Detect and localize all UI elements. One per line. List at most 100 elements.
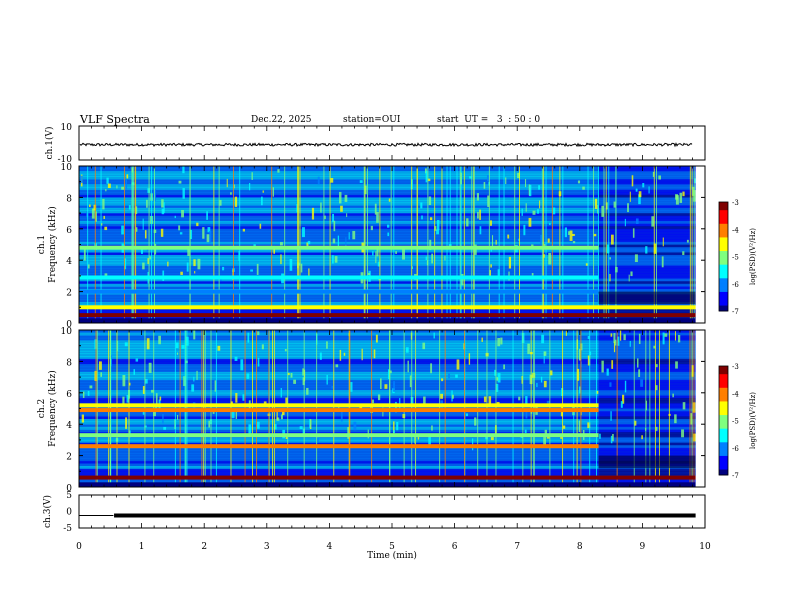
spectrogram-speckle bbox=[565, 330, 567, 336]
colorbar-step bbox=[719, 212, 728, 217]
spectrogram-cell bbox=[79, 176, 599, 180]
spectrogram-speckle bbox=[307, 240, 311, 245]
spectrogram-speckle bbox=[572, 241, 576, 244]
spectrogram-speckle bbox=[179, 232, 183, 235]
colorbar-step bbox=[719, 393, 728, 397]
spectrogram-speckle bbox=[350, 381, 353, 392]
spectrogram-cell bbox=[598, 200, 705, 204]
spectrogram-speckle bbox=[230, 401, 233, 404]
spectrogram-speckle bbox=[479, 226, 482, 235]
spectrogram-speckle bbox=[674, 331, 676, 341]
spectrogram-cell bbox=[79, 387, 599, 391]
spectrogram-cell bbox=[79, 395, 599, 399]
spectrogram-speckle bbox=[125, 179, 128, 190]
time-tick-label: 0 bbox=[76, 542, 82, 552]
spectrogram-speckle bbox=[273, 245, 275, 254]
colorbar-tick-label: -7 bbox=[732, 472, 739, 480]
spectrogram-speckle bbox=[293, 379, 297, 384]
spectrogram-speckle bbox=[280, 414, 283, 420]
spectrogram-speckle bbox=[623, 334, 626, 341]
spectrogram-cell bbox=[79, 366, 599, 370]
colorbar-step bbox=[719, 210, 728, 214]
spectrogram-empty-margin bbox=[695, 166, 705, 323]
spectrogram-speckle bbox=[262, 190, 264, 193]
spectrogram-speckle bbox=[257, 357, 260, 367]
spectrogram-speckle bbox=[140, 248, 143, 254]
spectrogram-cell bbox=[79, 371, 599, 375]
spectrogram-speckle bbox=[653, 345, 656, 349]
spectrogram-cell bbox=[598, 366, 705, 370]
spectrogram-cell bbox=[79, 231, 599, 235]
spectrogram-speckle bbox=[642, 183, 645, 188]
spectrogram-speckle bbox=[541, 334, 545, 344]
colorbar-step bbox=[719, 428, 728, 432]
spectrogram-cell bbox=[598, 479, 705, 483]
colorbar-step bbox=[719, 412, 728, 416]
spectrogram-speckle bbox=[610, 435, 613, 444]
spectrogram-speckle bbox=[431, 253, 434, 264]
spectrogram-speckle bbox=[107, 183, 111, 189]
spectrogram-cell bbox=[79, 299, 599, 303]
spectrogram-cell bbox=[79, 220, 599, 225]
spectrogram-cell bbox=[598, 332, 705, 336]
station-label: station=OUI bbox=[343, 115, 401, 125]
spectrogram-speckle bbox=[89, 385, 93, 389]
spectrogram-speckle bbox=[197, 258, 201, 270]
spectrogram-cell bbox=[79, 168, 599, 172]
spectrogram-speckle bbox=[281, 410, 285, 416]
colorbar-step bbox=[719, 469, 728, 473]
spectrogram-cell bbox=[79, 450, 599, 454]
colorbar-step bbox=[719, 289, 728, 293]
spectrogram-speckle bbox=[540, 235, 543, 245]
spectrogram-ytick-label: 6 bbox=[66, 390, 72, 400]
spectrogram-speckle bbox=[597, 205, 599, 214]
spectrogram-speckle bbox=[622, 394, 625, 404]
spectrogram-cell bbox=[79, 473, 599, 478]
spectrogram-cell bbox=[79, 226, 599, 230]
spectrogram-ylabel-frequency: Frequency (kHz) bbox=[47, 206, 58, 283]
spectrogram-ytick-label: 2 bbox=[66, 289, 72, 299]
spectrogram-speckle bbox=[631, 175, 634, 187]
spectrogram-speckle bbox=[675, 195, 679, 205]
colorbar-step bbox=[719, 272, 728, 276]
spectrogram-speckle bbox=[611, 360, 614, 369]
spectrogram-speckle bbox=[645, 246, 648, 254]
spectrogram-speckle bbox=[609, 273, 611, 282]
spectrogram-speckle bbox=[549, 370, 553, 376]
spectrogram-speckle bbox=[455, 374, 458, 378]
spectrogram-cell bbox=[598, 231, 705, 235]
spectrogram-cell bbox=[598, 439, 705, 444]
spectrogram-speckle bbox=[306, 387, 309, 395]
spectrogram-cell bbox=[598, 343, 705, 347]
spectrogram-speckle bbox=[324, 215, 326, 220]
spectrogram-cell bbox=[79, 455, 599, 459]
spectrogram-speckle bbox=[465, 413, 469, 417]
spectrogram-cell bbox=[598, 398, 705, 402]
spectrogram-speckle bbox=[206, 234, 210, 243]
spectrogram-speckle bbox=[309, 419, 312, 430]
spectrogram-speckle bbox=[414, 436, 416, 444]
spectrogram-cell bbox=[598, 268, 705, 272]
spectrogram-speckle bbox=[474, 244, 477, 255]
spectrogram-speckle bbox=[367, 272, 370, 276]
spectrogram-cell bbox=[598, 202, 705, 206]
spectrogram-cell bbox=[598, 350, 705, 355]
spectrogram-speckle bbox=[393, 430, 395, 433]
spectrogram-cell bbox=[79, 283, 599, 287]
colorbar-step bbox=[719, 415, 728, 419]
spectrogram-cell bbox=[79, 179, 599, 183]
spectrogram-cell bbox=[79, 439, 599, 444]
spectrogram-speckle bbox=[309, 419, 311, 428]
spectrogram-cell bbox=[79, 452, 599, 457]
spectrogram-cell bbox=[79, 181, 599, 185]
spectrogram-speckle bbox=[395, 251, 397, 254]
colorbar-step bbox=[719, 420, 728, 424]
colorbar-step bbox=[719, 431, 728, 435]
spectrogram-speckle bbox=[181, 344, 185, 349]
spectrogram-speckle bbox=[104, 226, 108, 231]
spectrogram-speckle bbox=[126, 174, 129, 179]
spectrogram-cell bbox=[79, 437, 599, 441]
spectrogram-speckle bbox=[230, 192, 232, 195]
spectrogram-speckle bbox=[249, 183, 251, 191]
spectrogram-cell bbox=[79, 194, 599, 198]
